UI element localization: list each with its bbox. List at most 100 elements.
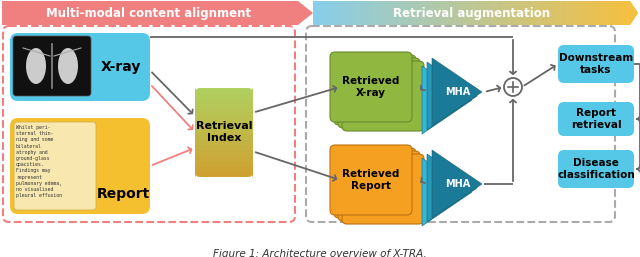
Polygon shape bbox=[614, 1, 618, 25]
Polygon shape bbox=[313, 1, 316, 25]
Polygon shape bbox=[348, 1, 351, 25]
Polygon shape bbox=[420, 1, 424, 25]
FancyBboxPatch shape bbox=[14, 122, 96, 210]
Polygon shape bbox=[443, 1, 446, 25]
FancyBboxPatch shape bbox=[558, 102, 634, 136]
Polygon shape bbox=[319, 1, 323, 25]
Polygon shape bbox=[532, 1, 535, 25]
Polygon shape bbox=[459, 1, 462, 25]
Polygon shape bbox=[427, 62, 477, 130]
Polygon shape bbox=[618, 1, 621, 25]
FancyBboxPatch shape bbox=[342, 154, 424, 224]
Text: X-ray: X-ray bbox=[101, 60, 141, 74]
Bar bbox=[195, 127, 253, 131]
Polygon shape bbox=[535, 1, 538, 25]
Polygon shape bbox=[446, 1, 449, 25]
Polygon shape bbox=[529, 1, 532, 25]
Bar bbox=[195, 125, 253, 128]
Polygon shape bbox=[456, 1, 459, 25]
Polygon shape bbox=[422, 66, 472, 134]
FancyBboxPatch shape bbox=[330, 52, 412, 122]
Polygon shape bbox=[570, 1, 573, 25]
Polygon shape bbox=[370, 1, 373, 25]
Polygon shape bbox=[357, 1, 360, 25]
Polygon shape bbox=[367, 1, 370, 25]
Text: MHA: MHA bbox=[445, 87, 470, 97]
FancyBboxPatch shape bbox=[10, 33, 150, 101]
FancyBboxPatch shape bbox=[330, 145, 412, 215]
Polygon shape bbox=[497, 1, 500, 25]
Bar bbox=[195, 152, 253, 155]
Polygon shape bbox=[579, 1, 582, 25]
Polygon shape bbox=[462, 1, 465, 25]
Polygon shape bbox=[430, 1, 433, 25]
Text: MHA: MHA bbox=[445, 179, 470, 189]
Polygon shape bbox=[427, 1, 430, 25]
Bar bbox=[195, 134, 253, 137]
Polygon shape bbox=[478, 1, 481, 25]
Polygon shape bbox=[418, 1, 420, 25]
Polygon shape bbox=[424, 1, 427, 25]
Polygon shape bbox=[360, 1, 364, 25]
Polygon shape bbox=[503, 1, 506, 25]
FancyBboxPatch shape bbox=[342, 61, 424, 131]
Polygon shape bbox=[519, 1, 522, 25]
Bar bbox=[195, 95, 253, 98]
FancyBboxPatch shape bbox=[10, 118, 150, 214]
Text: Retrieved
Report: Retrieved Report bbox=[342, 169, 400, 191]
FancyBboxPatch shape bbox=[558, 45, 634, 83]
Polygon shape bbox=[627, 1, 638, 25]
Polygon shape bbox=[412, 1, 415, 25]
Bar bbox=[195, 145, 253, 148]
Polygon shape bbox=[432, 150, 482, 218]
Bar bbox=[195, 106, 253, 109]
Bar bbox=[195, 119, 253, 122]
Polygon shape bbox=[399, 1, 402, 25]
Polygon shape bbox=[602, 1, 605, 25]
Polygon shape bbox=[329, 1, 332, 25]
Polygon shape bbox=[545, 1, 548, 25]
Polygon shape bbox=[595, 1, 598, 25]
Text: Figure 1: Architecture overview of X-TRA.: Figure 1: Architecture overview of X-TRA… bbox=[213, 249, 427, 257]
Polygon shape bbox=[484, 1, 487, 25]
Bar bbox=[195, 156, 253, 159]
Text: Multi-modal content alignment: Multi-modal content alignment bbox=[47, 7, 252, 20]
Text: Retrieval augmentation: Retrieval augmentation bbox=[393, 7, 550, 20]
Text: Downstream
tasks: Downstream tasks bbox=[559, 53, 633, 75]
FancyBboxPatch shape bbox=[338, 58, 420, 128]
Polygon shape bbox=[326, 1, 329, 25]
Bar bbox=[195, 117, 253, 120]
Bar bbox=[195, 110, 253, 113]
Bar bbox=[195, 136, 253, 140]
FancyBboxPatch shape bbox=[334, 148, 416, 218]
Polygon shape bbox=[566, 1, 570, 25]
Polygon shape bbox=[408, 1, 412, 25]
Polygon shape bbox=[339, 1, 342, 25]
Polygon shape bbox=[405, 1, 408, 25]
Bar bbox=[195, 165, 253, 168]
Polygon shape bbox=[2, 1, 313, 25]
Bar bbox=[195, 139, 253, 142]
Text: Report
retrieval: Report retrieval bbox=[571, 108, 621, 130]
Bar bbox=[195, 154, 253, 157]
FancyBboxPatch shape bbox=[195, 86, 253, 93]
Polygon shape bbox=[516, 1, 519, 25]
Text: Disease
classification: Disease classification bbox=[557, 158, 635, 180]
Ellipse shape bbox=[58, 48, 78, 84]
Bar bbox=[195, 103, 253, 107]
Polygon shape bbox=[332, 1, 335, 25]
Polygon shape bbox=[386, 1, 389, 25]
Polygon shape bbox=[557, 1, 560, 25]
Ellipse shape bbox=[26, 48, 46, 84]
Bar bbox=[195, 93, 253, 96]
Text: Whilst peri-
sternal thin-
ning and some
bilateral
atrophy and
ground-glass
opac: Whilst peri- sternal thin- ning and some… bbox=[16, 125, 62, 198]
Polygon shape bbox=[598, 1, 602, 25]
Polygon shape bbox=[554, 1, 557, 25]
Polygon shape bbox=[560, 1, 563, 25]
Polygon shape bbox=[608, 1, 611, 25]
Bar bbox=[195, 112, 253, 115]
Polygon shape bbox=[389, 1, 392, 25]
Polygon shape bbox=[432, 58, 482, 126]
Polygon shape bbox=[576, 1, 579, 25]
Polygon shape bbox=[316, 1, 319, 25]
